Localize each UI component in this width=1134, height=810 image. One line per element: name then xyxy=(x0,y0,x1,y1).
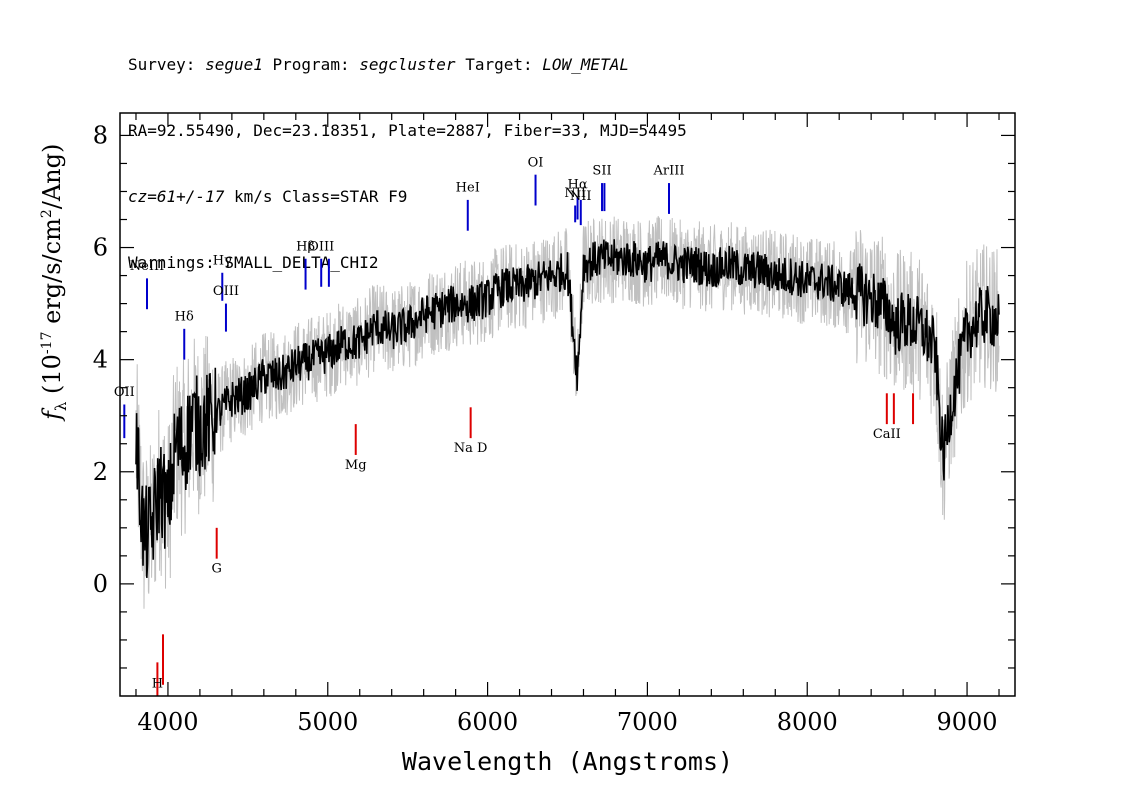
spectral-line-label: OII xyxy=(114,385,135,400)
spectral-line-label: CaII xyxy=(873,427,901,442)
header-line-2: RA=92.55490, Dec=23.18351, Plate=2887, F… xyxy=(128,121,687,140)
header-line-3: cz=61+/-17 km/s Class=STAR F9 xyxy=(128,186,687,208)
spectral-line-label: Na D xyxy=(454,441,488,456)
y-tick-label: 6 xyxy=(93,234,108,262)
program-label: Program: xyxy=(272,55,350,74)
y-tick-label: 8 xyxy=(93,121,108,149)
spectral-line-label: NII xyxy=(564,186,586,201)
x-tick-label: 8000 xyxy=(777,708,838,736)
x-tick-label: 9000 xyxy=(937,708,998,736)
spectral-line-label: Hβ xyxy=(296,239,315,254)
header-line-1: Survey: segue1 Program: segcluster Targe… xyxy=(128,54,687,76)
y-tick-label: 0 xyxy=(93,570,108,598)
spectral-line-label: SII xyxy=(592,164,611,179)
spectral-line-label: Mg xyxy=(345,458,367,473)
survey-label: Survey: xyxy=(128,55,196,74)
target-label: Target: xyxy=(465,55,533,74)
class-value: km/s Class=STAR F9 xyxy=(224,187,408,206)
plot-frame xyxy=(119,112,1016,697)
spectral-line-label: OI xyxy=(528,155,544,170)
x-tick-label: 6000 xyxy=(457,708,518,736)
spectral-line-label: NeIII xyxy=(130,259,164,274)
spectral-line-label: Hα xyxy=(568,178,588,193)
x-tick-label: 4000 xyxy=(137,708,198,736)
survey-value: segue1 xyxy=(205,55,263,74)
target-value: LOW_METAL xyxy=(542,55,629,74)
x-axis-label: Wavelength (Angstroms) xyxy=(402,747,733,776)
spectral-line-label: H xyxy=(152,677,163,692)
x-tick-label: 5000 xyxy=(297,708,358,736)
spectral-line-label: OIII xyxy=(213,284,239,299)
spectrum-header: Survey: segue1 Program: segcluster Targe… xyxy=(128,10,687,296)
spectral-line-label: HeI xyxy=(456,180,480,195)
redshift-value: cz=61+/-17 xyxy=(128,187,225,206)
header-line-4: Warnings: SMALL_DELTA_CHI2 xyxy=(128,253,379,272)
spectral-line-label: Hδ xyxy=(175,309,194,324)
y-tick-label: 2 xyxy=(93,458,108,486)
spectrum-flux-line xyxy=(135,239,1000,578)
spectral-line-label: G xyxy=(211,562,221,577)
spectral-line-label: OIII xyxy=(308,239,334,254)
program-value: segcluster xyxy=(359,55,456,74)
y-tick-label: 4 xyxy=(93,346,108,374)
spectral-line-label: NII xyxy=(570,189,592,204)
spectral-line-label: Hγ xyxy=(213,253,232,268)
y-axis-label: fλ (10-17 erg/s/cm2/Ang) xyxy=(38,143,70,420)
x-tick-label: 7000 xyxy=(617,708,678,736)
spectral-line-label: ArIII xyxy=(652,164,684,179)
